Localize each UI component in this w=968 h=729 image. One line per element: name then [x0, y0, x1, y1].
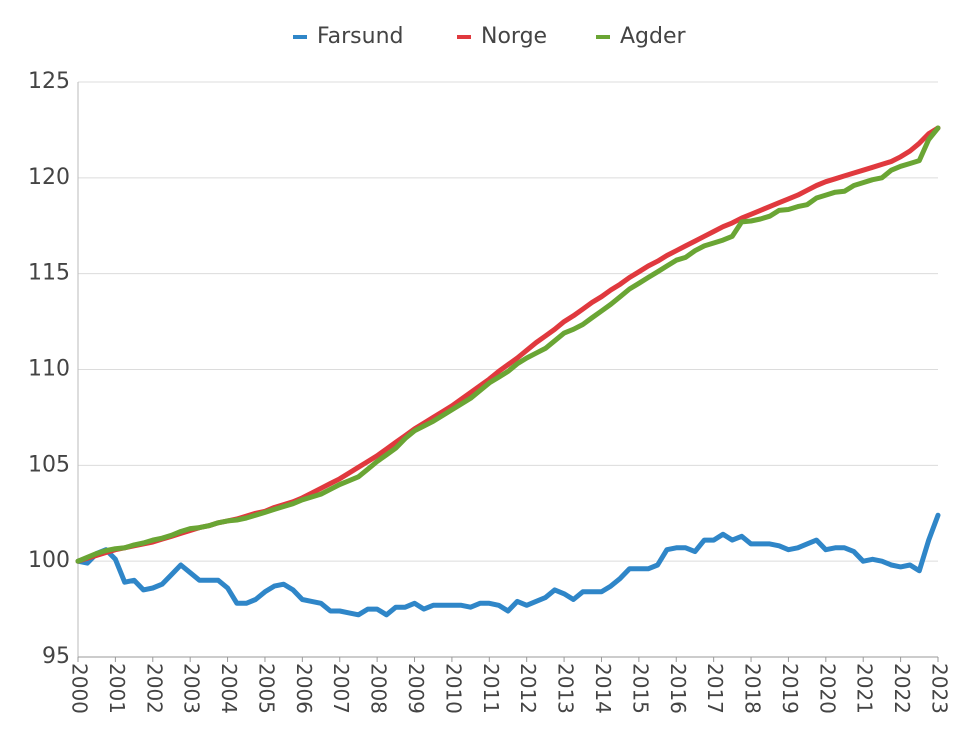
x-tick-label: 2003 [180, 663, 204, 714]
x-tick-label: 2020 [815, 663, 839, 714]
x-tick-label: 2008 [367, 663, 391, 714]
legend-label: Norge [481, 24, 547, 49]
y-tick-label: 115 [28, 261, 70, 286]
y-tick-label: 100 [28, 548, 70, 573]
x-tick-label: 2021 [853, 663, 877, 714]
x-tick-label: 2006 [292, 663, 316, 714]
x-tick-label: 2001 [105, 663, 129, 714]
x-tick-label: 2023 [928, 663, 952, 714]
x-tick-label: 2011 [479, 663, 503, 714]
x-tick-label: 2022 [890, 663, 914, 714]
x-tick-label: 2007 [329, 663, 353, 714]
x-tick-label: 2009 [404, 663, 428, 714]
legend-label: Farsund [317, 24, 403, 49]
legend-label: Agder [620, 24, 687, 49]
x-tick-label: 2004 [217, 663, 241, 714]
x-tick-label: 2002 [142, 663, 166, 714]
x-tick-label: 2000 [68, 663, 92, 714]
y-tick-label: 110 [28, 357, 70, 382]
x-tick-label: 2018 [741, 663, 765, 714]
x-tick-label: 2013 [554, 663, 578, 714]
x-tick-label: 2015 [628, 663, 652, 714]
x-tick-label: 2005 [254, 663, 278, 714]
line [75, 125, 941, 564]
line [75, 512, 941, 618]
y-tick-label: 95 [42, 644, 70, 669]
x-tick-label: 2019 [778, 663, 802, 714]
y-tick-label: 105 [28, 452, 70, 477]
y-tick-label: 120 [28, 165, 70, 190]
x-tick-label: 2010 [441, 663, 465, 714]
line [75, 125, 941, 564]
x-tick-label: 2017 [703, 663, 727, 714]
x-tick-label: 2014 [591, 663, 615, 714]
x-tick-label: 2012 [516, 663, 540, 714]
x-tick-label: 2016 [666, 663, 690, 714]
y-tick-label: 125 [28, 69, 70, 94]
